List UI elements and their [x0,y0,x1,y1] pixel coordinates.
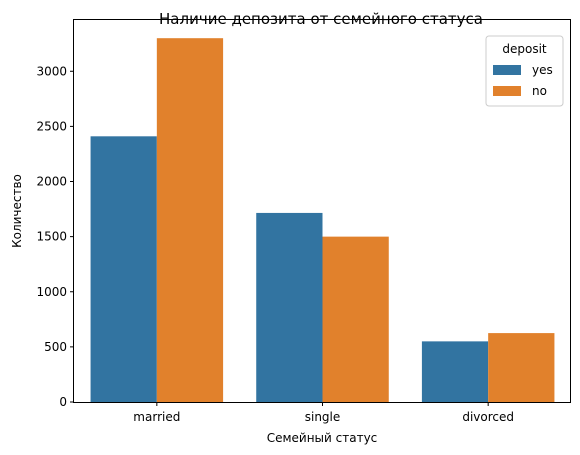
legend-title: deposit [502,42,547,56]
legend-swatch-no [493,86,521,96]
y-tick-label-1500: 1500 [36,230,67,244]
y-tick-label-0: 0 [59,395,67,409]
x-tick-label-married: married [133,410,180,424]
y-axis: 0 500 1000 1500 2000 2500 3000 [36,64,74,409]
legend-label-no: no [532,84,547,98]
bar-single-yes [256,212,323,402]
y-tick-label-2500: 2500 [36,119,67,133]
legend: deposit yes no [485,35,564,107]
y-tick-label-1000: 1000 [36,285,67,299]
bar-married-yes [90,136,157,402]
x-axis-label: Семейный статус [267,431,378,445]
y-tick-label-500: 500 [44,340,67,354]
y-axis-label: Количество [10,174,24,248]
y-tick-label-3000: 3000 [36,64,67,78]
plot-frame [73,19,571,403]
x-axis: married single divorced [133,402,514,424]
x-tick-label-single: single [305,410,341,424]
y-tick-label-2000: 2000 [36,175,67,189]
bars-group [90,38,555,402]
bar-single-no [322,236,389,402]
x-tick-label-divorced: divorced [462,410,514,424]
legend-swatch-yes [493,65,521,75]
bar-divorced-yes [421,341,489,402]
legend-items: yes no [493,63,553,98]
bar-divorced-no [488,333,555,402]
legend-label-yes: yes [532,63,553,77]
bar-married-no [156,38,224,402]
